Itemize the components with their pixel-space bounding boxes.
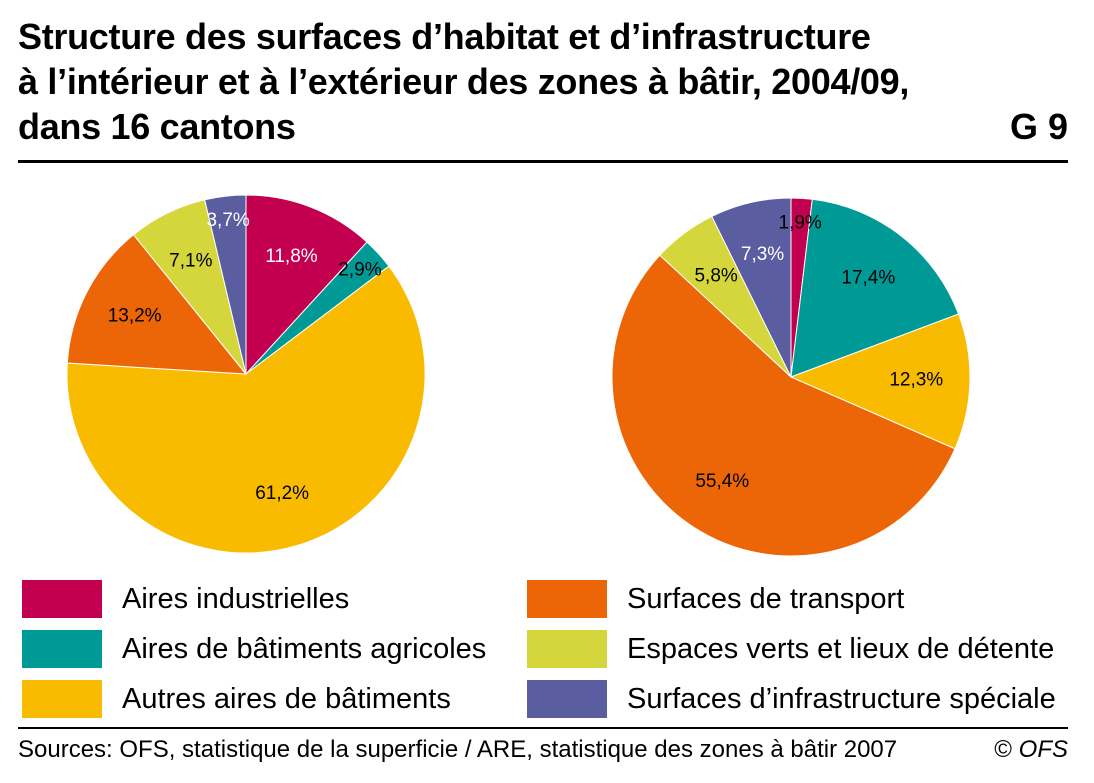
pie-slice-autres-batiments [66, 265, 426, 554]
data-label-transport: 55,4% [695, 471, 749, 492]
pie-slice-infrastructure-speciale [711, 197, 792, 378]
pie-slice-agricoles [790, 198, 960, 378]
legend-item-espaces-verts: Espaces verts et lieux de détente [527, 630, 1054, 668]
legend-label: Surfaces d’infrastructure spéciale [627, 682, 1056, 715]
legend-item-surfaces-transport: Surfaces de transport [527, 580, 904, 618]
legend-swatch [527, 580, 607, 618]
pie-slice-infrastructure-speciale [204, 194, 247, 375]
legend-item-aires-agricoles: Aires de bâtiments agricoles [22, 630, 486, 668]
pie-charts: 11,8% 2,9% 61,2% 13,2% 7,1% 3,7% 1,9% 17,4% 12,3… [66, 194, 971, 557]
legend-label: Aires industrielles [122, 582, 350, 615]
data-label-espaces-verts: 7,1% [169, 251, 212, 272]
legend-swatch [22, 630, 102, 668]
pie-chart-2: 1,9% 17,4% 12,3% 55,4% 5,8%7,3% [611, 197, 971, 557]
legend-swatch [22, 680, 102, 718]
legend-label: Aires de bâtiments agricoles [122, 632, 487, 665]
data-label-autres-batiments: 61,2% [255, 483, 309, 504]
legend-label: Autres aires de bâtiments [122, 682, 451, 715]
title-line-1: Structure des surfaces d’habitat et d’in… [18, 16, 871, 57]
data-label-infrastructure-speciale: 7,3% [741, 244, 784, 265]
pie-slice-transport [66, 234, 248, 375]
pie-slice-transport [611, 254, 956, 557]
legend-swatch [527, 680, 607, 718]
legend-item-aires-industrielles: Aires industrielles [22, 580, 349, 618]
chart-title: Structure des surfaces d’habitat et d’in… [18, 14, 918, 149]
title-line-3: dans 16 cantons [18, 106, 296, 147]
data-label-infrastructure-speciale: 3,7% [206, 210, 249, 231]
source-note: Sources: OFS, statistique de la superfic… [18, 736, 898, 763]
title-divider [18, 160, 1068, 163]
title-line-2: à l’intérieur et à l’extérieur des zones… [18, 61, 910, 102]
figure-number: G 9 [1009, 106, 1068, 147]
copyright-symbol: © [994, 736, 1012, 763]
legend: Aires industrielles Aires de bâtiments a… [22, 580, 1082, 720]
data-label-autres-batiments: 12,3% [889, 369, 943, 390]
data-label-transport: 13,2% [108, 306, 162, 327]
legend-label: Espaces verts et lieux de détente [627, 632, 1055, 665]
data-label-industrielles: 11,8% [265, 246, 318, 267]
legend-swatch [22, 580, 102, 618]
copyright-org: OFS [1018, 736, 1068, 763]
legend-item-infrastructure-speciale: Surfaces d’infrastructure spéciale [527, 680, 1056, 718]
data-label-espaces-verts: 5,8% [694, 266, 737, 287]
pie-slice-autres-batiments [789, 313, 971, 450]
legend-item-autres-aires: Autres aires de bâtiments [22, 680, 451, 718]
pie-chart-1: 11,8% 2,9% 61,2% 13,2% 7,1% 3,7% [66, 194, 426, 554]
data-label-industrielles: 1,9% [779, 212, 822, 233]
copyright: © OFS [994, 736, 1068, 764]
footer-divider [18, 727, 1068, 729]
data-label-agricoles: 2,9% [338, 260, 381, 281]
data-label-agricoles: 17,4% [841, 267, 895, 288]
legend-swatch [527, 630, 607, 668]
legend-label: Surfaces de transport [627, 582, 905, 615]
pie-slice-industrielles [245, 194, 368, 376]
